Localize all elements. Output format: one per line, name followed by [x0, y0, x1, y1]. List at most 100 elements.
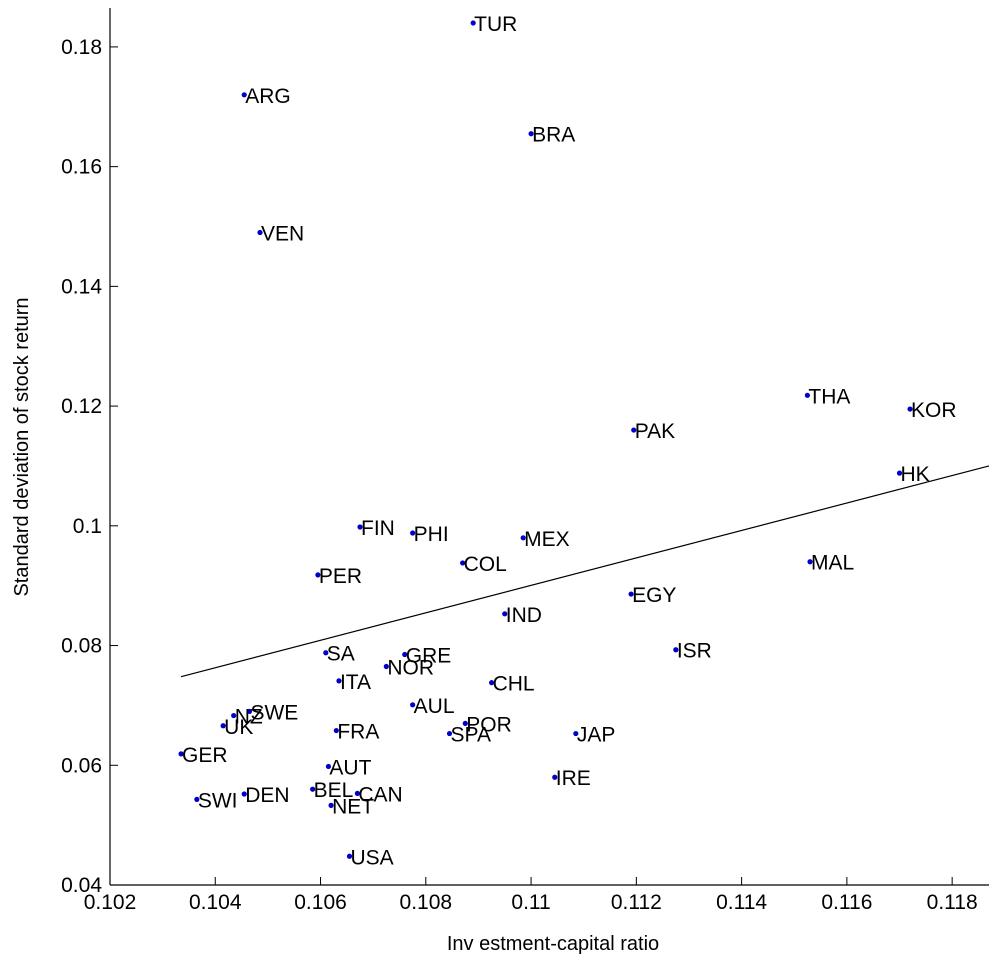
- point-label: GRE: [406, 645, 452, 668]
- point-label: BEL: [314, 779, 354, 802]
- y-tick-label: 0.08: [61, 635, 102, 658]
- x-tick-label: 0.102: [84, 891, 137, 914]
- y-tick-label: 0.18: [61, 36, 102, 59]
- data-point: [462, 720, 468, 726]
- data-point: [528, 131, 534, 137]
- data-point: [628, 591, 634, 597]
- point-label: TUR: [474, 13, 517, 36]
- point-label: AUL: [414, 695, 455, 718]
- data-point: [896, 470, 903, 476]
- y-tick-label: 0.16: [61, 156, 102, 179]
- data-point: [325, 763, 332, 770]
- x-tick-label: 0.104: [189, 891, 242, 914]
- data-point: [383, 663, 389, 670]
- point-label: PHI: [414, 523, 449, 546]
- x-axis-title: Inv estment-capital ratio: [447, 933, 659, 955]
- point-label: SA: [327, 643, 355, 666]
- data-point: [804, 392, 811, 398]
- y-axis-title: Standard deviation of stock return: [11, 297, 33, 596]
- data-point: [402, 651, 408, 658]
- point-label: MEX: [524, 528, 570, 551]
- regression-line: [180, 465, 990, 678]
- data-point: [315, 572, 321, 578]
- point-label: FRA: [337, 721, 379, 744]
- x-tick-label: 0.116: [821, 891, 872, 914]
- point-label: PER: [319, 565, 362, 588]
- regression-line-group: [180, 465, 990, 678]
- y-tick-label: 0.1: [73, 515, 102, 538]
- data-point: [552, 774, 558, 780]
- point-label: AUT: [329, 756, 371, 779]
- point-label: FIN: [361, 517, 395, 540]
- point-label: EGY: [632, 584, 676, 607]
- point-label: THA: [808, 385, 850, 408]
- point-label: POR: [466, 713, 512, 736]
- point-label: USA: [350, 846, 393, 869]
- y-tick-label: 0.06: [61, 754, 102, 777]
- point-label: NET: [332, 795, 374, 818]
- point-label: COL: [464, 553, 507, 576]
- data-point: [673, 647, 679, 653]
- y-ticks: 0.04 0.06 0.08 0.1 0.12 0.14 0.16 0.18: [61, 36, 118, 897]
- point-label: DEN: [245, 784, 289, 807]
- data-point: [807, 559, 813, 565]
- point-label: PAK: [635, 420, 675, 443]
- data-point: [178, 751, 184, 757]
- data-point: [257, 229, 263, 236]
- point-label: ISR: [677, 640, 712, 663]
- data-point: [346, 853, 353, 859]
- point-label: BRA: [532, 124, 575, 147]
- x-tick-label: 0.108: [400, 891, 453, 914]
- point-label: NOR: [387, 656, 434, 679]
- point-label: ARG: [245, 85, 291, 108]
- point-label: UK: [224, 716, 253, 739]
- data-point: [489, 680, 495, 686]
- data-point: [333, 727, 339, 734]
- y-tick-label: 0.12: [61, 395, 102, 418]
- point-label: SWE: [250, 701, 298, 724]
- y-tick-label: 0.14: [61, 275, 102, 298]
- point-label: GER: [182, 744, 228, 767]
- x-tick-label: 0.114: [716, 891, 767, 914]
- data-point: [520, 535, 526, 541]
- data-point: [460, 560, 466, 566]
- data-point: [357, 524, 363, 530]
- point-label: NZ: [235, 706, 263, 729]
- point-label: SWI: [198, 789, 238, 812]
- x-tick-label: 0.106: [294, 891, 347, 914]
- data-point: [446, 730, 453, 737]
- x-tick-label: 0.118: [927, 891, 978, 914]
- data-points: TUR ARG BRA VEN THA KOR PAK HK FIN PHI MEX MAL COL PE…: [178, 13, 957, 869]
- data-point: [354, 790, 360, 797]
- data-point: [470, 20, 476, 26]
- data-point: [328, 802, 334, 808]
- point-label: MAL: [811, 552, 854, 575]
- axes: [109, 8, 989, 886]
- x-tick-label: 0.11: [511, 891, 550, 914]
- point-label: CHL: [493, 673, 535, 696]
- point-label: HK: [901, 463, 930, 486]
- data-point: [241, 92, 247, 98]
- point-label: KOR: [911, 399, 957, 422]
- x-ticks: 0.102 0.104 0.106 0.108 0.11 0.112 0.114 0.116 0…: [84, 877, 978, 914]
- point-label: IND: [506, 604, 542, 627]
- point-label: IRE: [556, 767, 591, 790]
- point-label: ITA: [340, 671, 371, 694]
- data-point: [194, 796, 200, 802]
- data-point: [907, 406, 913, 412]
- data-point: [310, 786, 316, 792]
- data-point: [336, 678, 342, 684]
- x-tick-label: 0.112: [611, 891, 662, 914]
- data-point: [410, 530, 416, 536]
- data-point: [246, 708, 253, 714]
- y-tick-label: 0.04: [61, 874, 102, 897]
- data-point: [220, 723, 226, 729]
- data-point: [631, 427, 637, 433]
- point-label: CAN: [358, 783, 402, 806]
- point-label: VEN: [261, 222, 304, 245]
- data-point: [502, 611, 508, 617]
- data-point: [410, 702, 416, 708]
- data-point: [241, 791, 247, 797]
- point-label: SPA: [450, 724, 490, 747]
